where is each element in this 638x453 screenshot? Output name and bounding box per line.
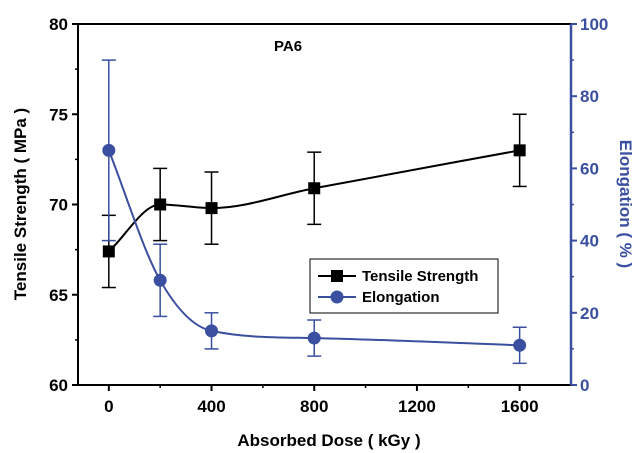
data-point	[102, 245, 115, 258]
y-right-axis-title: Elongation ( % )	[616, 140, 635, 268]
y-left-tick-label: 65	[49, 286, 68, 305]
series-line	[107, 149, 520, 347]
y-right-tick-label: 60	[580, 159, 599, 178]
y-right-tick-label: 100	[580, 15, 608, 34]
y-right-tick-label: 20	[580, 304, 599, 323]
y-left-axis-title: Tensile Strength ( MPa )	[11, 108, 30, 300]
data-point	[154, 198, 167, 211]
data-point	[513, 144, 526, 157]
series-tensile-strength	[101, 113, 527, 289]
series-layer	[101, 59, 527, 365]
data-point	[205, 324, 219, 338]
y-right-tick-label: 40	[580, 232, 599, 251]
chart-annotation: PA6	[274, 38, 302, 55]
data-point	[153, 273, 167, 287]
y-right-tick-label: 80	[580, 87, 599, 106]
x-tick-label: 800	[300, 397, 328, 416]
legend-swatch-marker	[331, 270, 343, 282]
legend: Tensile Strength Elongation	[309, 258, 499, 314]
legend-item: Elongation	[318, 289, 440, 306]
x-tick-label: 1600	[501, 397, 539, 416]
x-tick-label: 400	[197, 397, 225, 416]
data-point	[102, 143, 116, 157]
data-point	[513, 338, 527, 352]
data-point	[308, 182, 321, 195]
legend-swatch-marker	[330, 290, 344, 304]
y-left-tick-label: 75	[49, 105, 68, 124]
data-point	[307, 331, 321, 345]
data-point	[205, 202, 218, 215]
y-left-tick-label: 80	[49, 15, 68, 34]
legend-box	[309, 258, 499, 314]
x-tick-label: 0	[104, 397, 113, 416]
y-right-tick-label: 0	[580, 376, 589, 395]
legend-item: Tensile Strength	[318, 268, 478, 285]
y-left-tick-label: 70	[49, 196, 68, 215]
legend-label: Elongation	[362, 289, 440, 306]
series-line	[108, 149, 520, 253]
legend-label: Tensile Strength	[362, 268, 478, 285]
y-left-tick-label: 60	[49, 376, 68, 395]
x-axis-title: Absorbed Dose ( kGy )	[237, 431, 420, 450]
series-elongation	[101, 59, 527, 365]
x-tick-label: 1200	[398, 397, 436, 416]
